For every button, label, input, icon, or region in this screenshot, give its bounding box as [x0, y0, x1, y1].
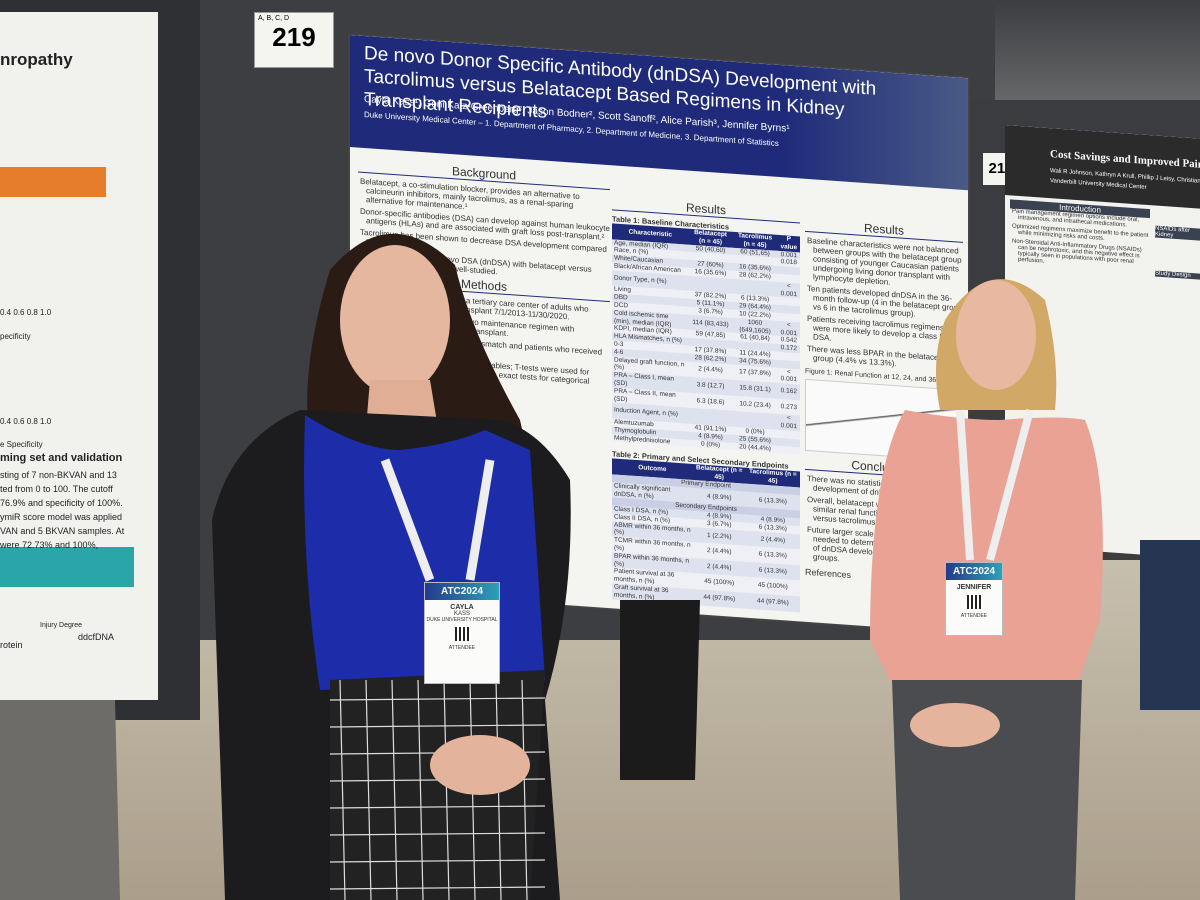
- badge-role: ATTENDEE: [448, 645, 476, 651]
- pattern: [521, 679, 528, 900]
- teal-bar: [0, 547, 134, 587]
- poster-text: ted from 0 to 100. The cutoff: [0, 484, 113, 494]
- pattern: [329, 724, 546, 728]
- hands: [430, 735, 530, 795]
- lanyard: [956, 408, 1034, 562]
- poster-text: 0.4 0.6 0.8 1.0: [0, 417, 52, 426]
- face: [340, 245, 450, 395]
- background-person-legs: [620, 600, 700, 780]
- pattern: [329, 886, 546, 890]
- poster-text: Injury Degree: [40, 622, 83, 629]
- pattern: [417, 679, 424, 900]
- badge-role: ATTENDEE: [960, 613, 988, 619]
- lanyard: [380, 458, 495, 582]
- pattern: [391, 679, 398, 900]
- booth-number-text: 219: [272, 22, 316, 52]
- orange-bar: [0, 167, 106, 197]
- badge-event: ATC2024: [425, 583, 499, 600]
- pink-top: [870, 410, 1103, 690]
- badge-name: CAYLA: [450, 604, 474, 611]
- poster-text: ming set and validation: [0, 452, 123, 464]
- pattern: [329, 805, 546, 809]
- left-poster: nropathy 0.4 0.6 0.8 1.0 pecificity 0.4 0.6…: [0, 12, 158, 700]
- badge-event: ATC2024: [946, 563, 1002, 580]
- pattern: [339, 679, 346, 900]
- poster-text: e Specificity: [0, 440, 43, 449]
- booth-number: A, B, C, D 219: [254, 12, 334, 68]
- poster-text: were 72.73% and 100%,: [0, 540, 99, 550]
- badge-name: JENNIFER: [956, 584, 992, 591]
- badge-org: DUKE UNIVERSITY HOSPITAL: [426, 617, 498, 623]
- pants: [330, 670, 545, 900]
- poster-text: 0.4 0.6 0.8 1.0: [0, 308, 52, 317]
- poster-text: sting of 7 non-BKVAN and 13: [0, 470, 117, 480]
- poster-text: VAN and 5 BKVAN samples. At: [0, 526, 125, 536]
- qr-code: [455, 627, 469, 641]
- qr-code: [967, 595, 981, 609]
- booth-code: A, B, C, D: [258, 15, 290, 22]
- badge-surname: KASS: [453, 611, 470, 617]
- hands: [910, 703, 1000, 747]
- name-badge: ATC2024 JENNIFER ATTENDEE: [945, 562, 1003, 636]
- poster-text: ddcfDNA: [78, 632, 115, 642]
- background-person-legs: [0, 700, 120, 900]
- pattern: [329, 859, 546, 863]
- poster-text: 76.9% and specificity of 100%.: [0, 498, 123, 508]
- pattern: [329, 697, 546, 701]
- poster-text: rotein: [0, 640, 23, 650]
- poster-text: pecificity: [0, 332, 31, 341]
- pattern: [365, 679, 372, 900]
- poster-text: ymiR score model was applied: [0, 512, 123, 522]
- face: [956, 280, 1036, 390]
- poster-title: nropathy: [0, 50, 73, 69]
- name-badge: ATC2024 CAYLA KASS DUKE UNIVERSITY HOSPITAL…: [424, 582, 500, 684]
- background-person-legs: [1140, 540, 1200, 710]
- pattern: [443, 679, 450, 900]
- pattern: [329, 832, 546, 836]
